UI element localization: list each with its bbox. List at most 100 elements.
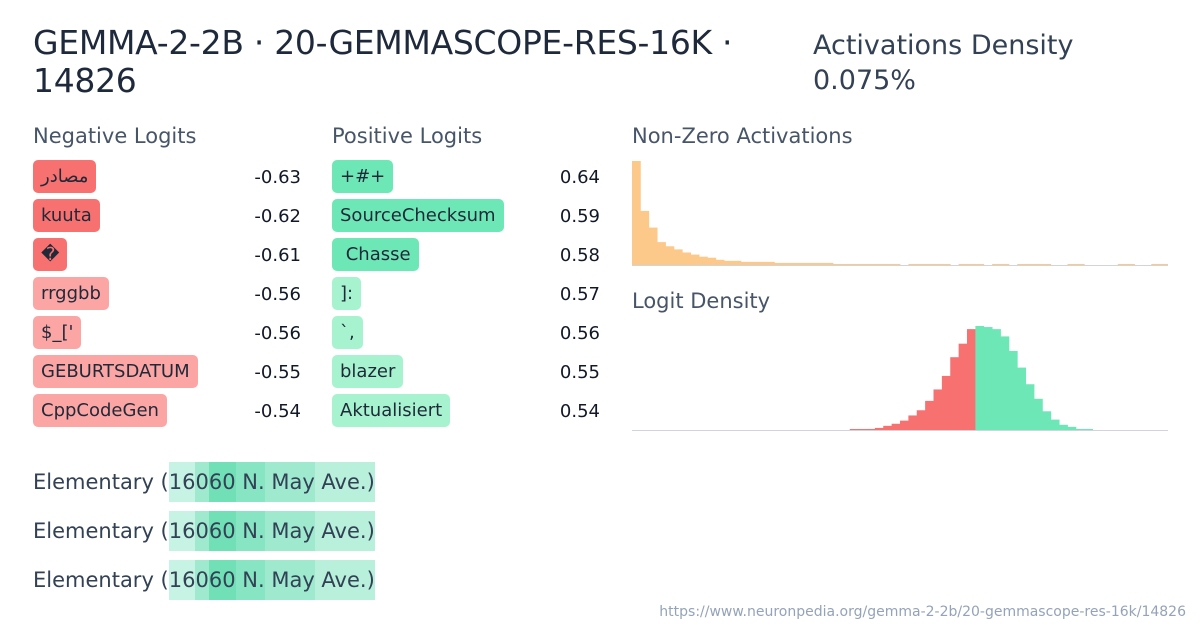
logit-density-bar (975, 326, 985, 430)
activation-hist-bar (967, 263, 976, 265)
nonzero-activations-histogram (632, 161, 1168, 266)
logit-density-bar (891, 423, 901, 430)
activation-hist-bar (824, 262, 834, 265)
logit-density-bar (1084, 428, 1094, 430)
example-token: Elementary (33, 519, 154, 543)
positive-logits-list: +#+ 0.64 SourceChecksum 0.59 Chasse 0.58]: 0.… (332, 160, 602, 433)
activation-hist-bar (841, 263, 851, 265)
positive-logit-value: 0.55 (559, 362, 600, 383)
negative-logit-token: مصادر (33, 160, 97, 193)
negative-logit-value: -0.56 (254, 284, 301, 305)
activation-hist-bar (891, 263, 901, 265)
example-token: 0 (195, 511, 209, 551)
activation-hist-bar (724, 260, 733, 265)
negative-logit-token: $_[' (33, 316, 82, 349)
activation-hist-bar (640, 210, 650, 265)
logit-density-bar (1042, 411, 1052, 430)
logit-density-bar (1000, 336, 1010, 430)
activation-hist-bar (1126, 263, 1135, 265)
example-token: N. (235, 511, 265, 551)
negative-logit-value: -0.63 (254, 167, 301, 188)
logit-density-bar (908, 415, 918, 430)
positive-logit-token: ]: (332, 277, 362, 310)
negative-logit-row: CppCodeGen -0.54 (33, 394, 303, 433)
activations-density-value: 0.075% (813, 65, 916, 96)
example-token: N. (235, 560, 265, 600)
logit-density-bar (1059, 424, 1068, 430)
positive-logit-value: 0.59 (559, 206, 600, 227)
negative-logit-token: � (33, 238, 68, 271)
logit-density-bar (1008, 350, 1018, 430)
activation-hist-bar (657, 242, 666, 265)
activation-hist-bar (958, 263, 968, 265)
example-token: 60 (208, 560, 236, 600)
activation-hist-bar (1117, 263, 1127, 265)
activation-hist-bar (833, 263, 842, 265)
logit-density-bar (1075, 428, 1085, 430)
positive-logit-value: 0.64 (559, 167, 600, 188)
positive-logit-row: `, 0.56 (332, 316, 602, 355)
example-token: Ave. (314, 560, 367, 600)
example-token: 60 (208, 462, 236, 502)
activation-hist-bar (883, 263, 893, 265)
negative-logits-list: مصادر -0.63 kuuta -0.62 � -0.61 rrggbb -0.56 $_[… (33, 160, 303, 433)
negative-logit-token: kuuta (33, 199, 100, 232)
positive-logit-token: `, (332, 316, 363, 349)
example-row: Elementary (16060 N. May Ave.) (33, 511, 375, 560)
logit-density-histogram (632, 326, 1168, 431)
logit-density-bar (933, 389, 943, 430)
activation-hist-bar (732, 260, 742, 265)
activation-hist-bar (682, 252, 692, 265)
example-token: 0 (195, 560, 209, 600)
activation-hist-bar (707, 257, 717, 265)
positive-logit-value: 0.57 (559, 284, 600, 305)
activation-hist-bar (757, 261, 767, 265)
activation-hist-bar (1075, 263, 1085, 265)
activation-hist-bar (1025, 263, 1035, 265)
example-token: 16 (168, 511, 196, 551)
positive-logit-row: Aktualisiert 0.54 (332, 394, 602, 433)
activation-hist-bar (908, 263, 918, 265)
example-token: ) (366, 511, 375, 551)
source-url[interactable]: https://www.neuronpedia.org/gemma-2-2b/2… (659, 604, 1186, 620)
logit-density-bar (925, 400, 934, 430)
activation-hist-bar (1067, 263, 1077, 265)
activation-hist-bar (774, 262, 784, 265)
activation-hist-bar (866, 263, 876, 265)
logit-density-bar (883, 425, 893, 430)
logit-density-bar (992, 329, 1001, 430)
logit-density-bar (916, 410, 926, 430)
activation-hist-bar (941, 263, 951, 265)
logit-density-bar (900, 420, 909, 430)
positive-logit-row: +#+ 0.64 (332, 160, 602, 199)
activation-hist-bar (858, 263, 867, 265)
nonzero-activations-title: Non-Zero Activations (632, 124, 853, 148)
positive-logit-value: 0.58 (559, 245, 600, 266)
activation-hist-bar (791, 262, 800, 265)
negative-logit-value: -0.62 (254, 206, 301, 227)
activation-hist-bar (1042, 263, 1052, 265)
example-token: May (264, 462, 315, 502)
negative-logit-row: � -0.61 (33, 238, 303, 277)
logit-density-bar (1025, 384, 1035, 430)
feature-title: GEMMA-2-2B · 20-GEMMASCOPE-RES-16K · 148… (33, 23, 733, 100)
negative-logit-token: CppCodeGen (33, 394, 167, 427)
negative-logit-value: -0.54 (254, 401, 301, 422)
positive-logit-row: ]: 0.57 (332, 277, 602, 316)
positive-logit-token: Aktualisiert (332, 394, 451, 427)
example-token: ( (153, 568, 169, 592)
logit-density-bar (874, 427, 884, 430)
example-token: Elementary (33, 470, 154, 494)
negative-logit-value: -0.56 (254, 323, 301, 344)
activation-hist-bar (749, 261, 759, 265)
example-token: Elementary (33, 568, 154, 592)
positive-logit-token: +#+ (332, 160, 394, 193)
logit-density-title: Logit Density (632, 289, 771, 313)
activation-hist-bar (648, 227, 658, 265)
positive-logit-row: SourceChecksum 0.59 (332, 199, 602, 238)
activation-hist-bar (665, 246, 675, 265)
example-token: 60 (208, 511, 236, 551)
negative-logit-row: rrggbb -0.56 (33, 277, 303, 316)
activation-hist-bar (916, 263, 926, 265)
positive-logit-row: Chasse 0.58 (332, 238, 602, 277)
